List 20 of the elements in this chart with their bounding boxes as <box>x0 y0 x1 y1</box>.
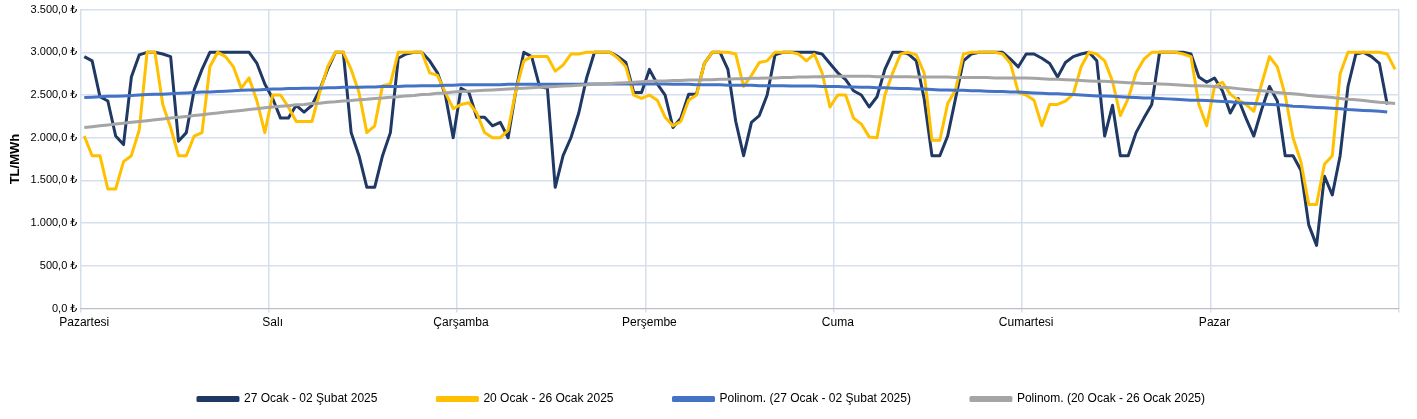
y-axis-title: TL/MWh <box>7 133 23 185</box>
x-tick-label: Perşembe <box>622 315 678 330</box>
legend-label: 27 Ocak - 02 Şubat 2025 <box>243 391 378 406</box>
y-tick-label: 3.500,0 ₺ <box>30 2 78 15</box>
y-tick-label: 3.000,0 ₺ <box>30 45 78 58</box>
x-tick-label: Cuma <box>821 315 855 330</box>
y-tick-label: 2.500,0 ₺ <box>30 88 78 101</box>
x-tick-label: Çarşamba <box>433 315 490 330</box>
x-tick-label: Salı <box>262 315 283 330</box>
legend-label: Polinom. (27 Ocak - 02 Şubat 2025) <box>719 391 911 406</box>
x-tick-label: Pazartesi <box>59 315 110 330</box>
y-tick-label: 500,0 ₺ <box>39 258 78 271</box>
y-tick-label: 2.000,0 ₺ <box>30 130 78 143</box>
x-tick-label: Pazar <box>1198 315 1231 330</box>
y-tick-label: 1.000,0 ₺ <box>30 216 78 229</box>
legend-label: 20 Ocak - 26 Ocak 2025 <box>483 391 614 406</box>
legend-label: Polinom. (20 Ocak - 26 Ocak 2025) <box>1016 391 1206 406</box>
y-tick-label: 1.500,0 ₺ <box>30 173 78 186</box>
x-tick-label: Cumartesi <box>998 315 1054 330</box>
y-tick-label: 0,0 ₺ <box>52 301 78 314</box>
